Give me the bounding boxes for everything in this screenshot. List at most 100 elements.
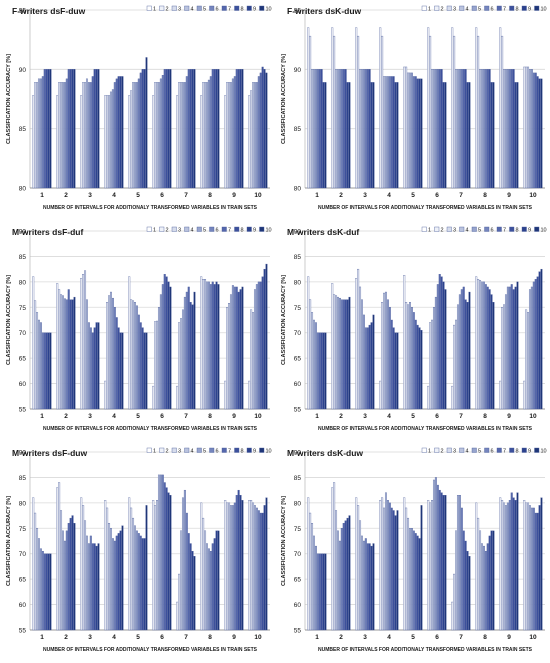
bar-series-6-cat-2 (340, 69, 343, 189)
bar-series-9-cat-3 (95, 322, 98, 410)
legend-swatch-2 (434, 226, 440, 232)
bar-series-4-cat-6 (432, 479, 435, 631)
bar-series-6-cat-6 (436, 484, 439, 631)
legend-label: 6 (216, 449, 219, 455)
bar-series-9-cat-8 (215, 530, 218, 631)
legend-label: 10 (541, 228, 547, 234)
bar-series-9-cat-3 (370, 322, 373, 410)
bar-series-5-cat-5 (135, 530, 138, 631)
bar-series-6-cat-5 (137, 533, 140, 631)
bar-series-9-cat-6 (167, 492, 170, 631)
bar-series-1-cat-4 (104, 500, 107, 631)
bar-series-5-cat-7 (183, 489, 186, 631)
bar-series-1-cat-4 (104, 95, 107, 189)
bar-series-8-cat-1 (320, 332, 323, 410)
bar-series-7-cat-6 (163, 482, 166, 631)
bar-series-5-cat-2 (63, 298, 66, 410)
bar-series-4-cat-8 (480, 69, 483, 189)
bar-series-1-cat-7 (176, 601, 179, 631)
bar-series-9-cat-3 (95, 69, 98, 189)
bar-series-4-cat-8 (205, 543, 208, 631)
legend-label: 10 (266, 7, 272, 13)
bar-series-8-cat-4 (117, 76, 120, 189)
x-axis-label: NUMBER OF INTERVALS FOR ADDITIONALY TRAN… (43, 647, 258, 653)
bar-series-2-cat-7 (453, 324, 456, 410)
bar-series-9-cat-6 (167, 281, 170, 410)
legend-swatch-6 (484, 5, 490, 11)
legend-label: 1 (428, 449, 431, 455)
bar-series-10-cat-5 (145, 57, 148, 189)
bar-series-1-cat-10 (248, 500, 251, 631)
bar-series-2-cat-10 (525, 66, 528, 189)
legend-swatch-3 (171, 447, 177, 453)
bar-series-6-cat-3 (89, 327, 92, 410)
x-tick-label: 6 (160, 192, 164, 199)
legend-label: 1 (153, 228, 156, 234)
bar-series-9-cat-3 (95, 545, 98, 631)
legend-label: 4 (191, 449, 194, 455)
bar-series-4-cat-6 (432, 69, 435, 189)
bar-series-4-cat-4 (109, 91, 112, 189)
bar-series-10-cat-3 (97, 543, 100, 631)
bar-series-7-cat-8 (486, 543, 489, 631)
bar-series-8-cat-4 (392, 76, 395, 189)
legend-label: 10 (541, 449, 547, 455)
bar-series-3-cat-3 (84, 520, 87, 631)
legend-swatch-1 (421, 447, 427, 453)
bar-series-5-cat-1 (314, 322, 317, 410)
bar-series-5-cat-6 (434, 69, 437, 189)
x-tick-label: 1 (315, 192, 319, 199)
bar-series-10-cat-10 (540, 78, 543, 189)
legend-swatch-10 (259, 5, 265, 11)
bar-series-1-cat-1 (307, 497, 310, 631)
y-axis-label: CLASSIFICATION ACCURACY [%] (281, 275, 287, 365)
x-tick-label: 8 (483, 192, 487, 199)
legend-label: 2 (166, 228, 169, 234)
bar-series-2-cat-3 (82, 274, 85, 410)
bar-series-6-cat-3 (364, 69, 367, 189)
x-tick-label: 3 (88, 192, 92, 199)
legend-label: 2 (441, 449, 444, 455)
bar-series-2-cat-5 (405, 507, 408, 631)
bar-series-1-cat-8 (475, 27, 478, 189)
bar-series-5-cat-7 (458, 495, 461, 631)
legend-swatch-4 (459, 5, 465, 11)
legend-swatch-6 (209, 447, 215, 453)
bar-series-1-cat-10 (248, 95, 251, 189)
bar-series-2-cat-4 (381, 302, 384, 410)
bar-series-1-cat-6 (152, 95, 155, 189)
bar-series-1-cat-3 (355, 497, 358, 631)
bar-series-7-cat-10 (534, 279, 537, 410)
legend-label: 3 (178, 449, 181, 455)
bar-series-4-cat-3 (85, 299, 88, 410)
bar-series-4-cat-9 (504, 294, 507, 410)
bar-series-8-cat-5 (416, 535, 419, 631)
bar-series-7-cat-4 (390, 319, 393, 410)
bar-series-3-cat-6 (431, 69, 434, 189)
bar-series-1-cat-8 (200, 95, 203, 189)
bar-series-6-cat-4 (113, 82, 116, 189)
legend-label: 3 (178, 228, 181, 234)
bar-series-5-cat-2 (338, 540, 341, 631)
bar-series-2-cat-1 (309, 35, 312, 189)
bar-series-1-cat-3 (80, 278, 83, 410)
bar-series-2-cat-7 (178, 82, 181, 189)
y-tick-label: 85 (294, 475, 302, 482)
legend-swatch-9 (246, 5, 252, 11)
bar-series-9-cat-8 (490, 82, 493, 189)
legend-label: 10 (266, 449, 272, 455)
bar-series-10-cat-4 (121, 525, 124, 631)
bar-series-1-cat-4 (379, 500, 382, 631)
bar-series-10-cat-4 (396, 332, 399, 410)
bar-series-10-cat-1 (49, 332, 52, 410)
bar-series-9-cat-9 (514, 500, 517, 631)
bar-series-10-cat-5 (145, 332, 148, 410)
bar-series-6-cat-6 (161, 75, 164, 189)
bar-series-10-cat-2 (348, 296, 351, 410)
legend-swatch-10 (534, 447, 540, 453)
bar-series-10-cat-7 (193, 556, 196, 631)
bar-series-10-cat-2 (73, 69, 76, 189)
x-tick-label: 10 (254, 192, 262, 199)
legend-swatch-6 (484, 447, 490, 453)
